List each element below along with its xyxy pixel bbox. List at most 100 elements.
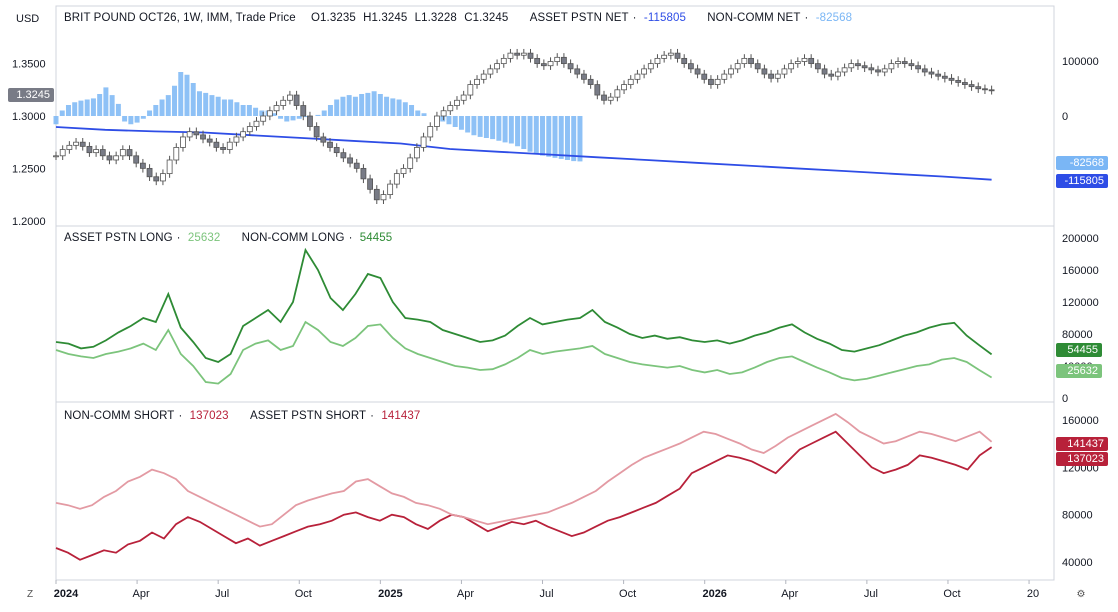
noncomm-net-bar	[59, 110, 65, 116]
candle-body	[320, 136, 327, 143]
candle-body	[300, 105, 307, 117]
noncomm-net-bar	[296, 116, 302, 119]
candle-body	[266, 110, 273, 117]
legend-asset-long-value: 25632	[187, 232, 221, 244]
timezone-button[interactable]: Z	[26, 589, 34, 600]
noncomm-net-bar	[72, 102, 78, 116]
candle-body	[400, 167, 407, 175]
noncomm-net-bar	[471, 116, 477, 136]
candle-body	[347, 157, 353, 164]
candle-body	[561, 56, 567, 65]
candle-body	[79, 141, 86, 147]
candle-body	[875, 69, 881, 73]
candle-body	[821, 68, 828, 75]
noncomm-net-bar	[327, 105, 333, 116]
noncomm-net-bar	[53, 116, 59, 125]
candle-body	[955, 79, 962, 83]
noncomm-net-bar	[234, 102, 240, 116]
x-tick-label: Jul	[539, 588, 553, 600]
noncomm-net-bar	[153, 105, 159, 116]
candle-body	[975, 86, 982, 90]
noncomm-net-bar	[147, 110, 153, 116]
candle-body	[901, 61, 908, 65]
candle-body	[554, 56, 561, 62]
noncomm-net-bar	[240, 105, 246, 116]
candle-body	[393, 173, 400, 185]
settings-gear-icon[interactable]: ⚙	[1076, 589, 1086, 600]
noncomm-net-bar	[465, 116, 471, 133]
candle-body	[353, 162, 360, 169]
noncomm-net-bar	[527, 116, 533, 152]
noncomm-net-bar	[421, 113, 427, 116]
candle-body	[961, 82, 968, 85]
candle-body	[367, 178, 374, 190]
noncomm-net-bar	[490, 116, 496, 140]
noncomm-long-line	[55, 247, 993, 363]
candle-body	[607, 96, 614, 101]
noncomm-net-bar	[321, 110, 327, 116]
candle-body	[333, 147, 340, 154]
candle-body	[621, 84, 627, 91]
noncomm-net-bar	[346, 95, 352, 116]
candle-body	[681, 57, 688, 65]
asset-net-line	[55, 126, 992, 181]
x-tick-label: Oct	[619, 588, 636, 600]
x-tick-label: Jul	[215, 588, 229, 600]
noncomm-net-bar	[128, 116, 134, 125]
candle-body	[888, 63, 895, 70]
candle-body	[119, 149, 126, 157]
noncomm-net-bar	[253, 107, 259, 116]
candle-body	[988, 89, 995, 92]
candle-body	[226, 141, 233, 150]
asset-long-line	[55, 320, 993, 385]
candle-body	[614, 89, 621, 98]
candle-body	[480, 73, 487, 80]
noncomm-net-bar	[415, 110, 421, 116]
noncomm-net-bar	[477, 116, 483, 137]
noncomm-net-bar	[122, 116, 128, 122]
candle-body	[808, 57, 815, 65]
net-tick-label: 100000	[1062, 56, 1099, 68]
candle-body	[186, 131, 193, 138]
noncomm-net-bar	[564, 116, 570, 160]
candle-body	[634, 73, 641, 80]
net-tick-label: 0	[1062, 111, 1068, 123]
candle-body	[193, 131, 200, 136]
ohlc-close: C1.3245	[464, 12, 509, 24]
candle-body	[661, 54, 668, 59]
legend-noncomm-net-value: -82568	[815, 12, 853, 24]
candle-body	[260, 115, 267, 122]
candle-body	[427, 126, 434, 138]
noncomm-net-bar	[571, 116, 577, 162]
noncomm-net-bar	[409, 105, 415, 116]
x-tick-label: Oct	[943, 588, 960, 600]
noncomm-net-bar	[315, 114, 321, 116]
candle-body	[848, 63, 855, 69]
noncomm-net-bar	[558, 116, 564, 159]
noncomm-net-bar	[352, 96, 358, 116]
noncomm-net-bar	[284, 116, 290, 122]
x-tick-label: Apr	[781, 588, 798, 600]
candle-body	[173, 147, 180, 161]
noncomm-net-bar	[440, 116, 446, 122]
candle-body	[968, 84, 975, 88]
legend-noncomm-net-label: NON-COMM NET	[707, 12, 801, 24]
candle-body	[574, 68, 581, 75]
candle-body	[667, 52, 674, 56]
candle-body	[420, 136, 427, 148]
noncomm-net-bar	[228, 99, 234, 116]
candle-body	[928, 71, 935, 75]
noncomm-net-bar	[402, 102, 408, 116]
x-tick-label: Apr	[133, 588, 150, 600]
legend-noncomm-short-label: NON-COMM SHORT	[64, 410, 175, 422]
noncomm-net-bar	[515, 116, 521, 147]
candle-body	[373, 188, 380, 201]
noncomm-net-bar	[458, 116, 464, 130]
pane3-legend: NON-COMM SHORT · 137023 ASSET PSTN SHORT ·…	[64, 410, 421, 422]
candle-body	[86, 145, 93, 154]
long-tick-label: 0	[1062, 393, 1068, 405]
candle-body	[59, 149, 66, 157]
candle-body	[547, 61, 554, 67]
candle-body	[440, 110, 447, 117]
